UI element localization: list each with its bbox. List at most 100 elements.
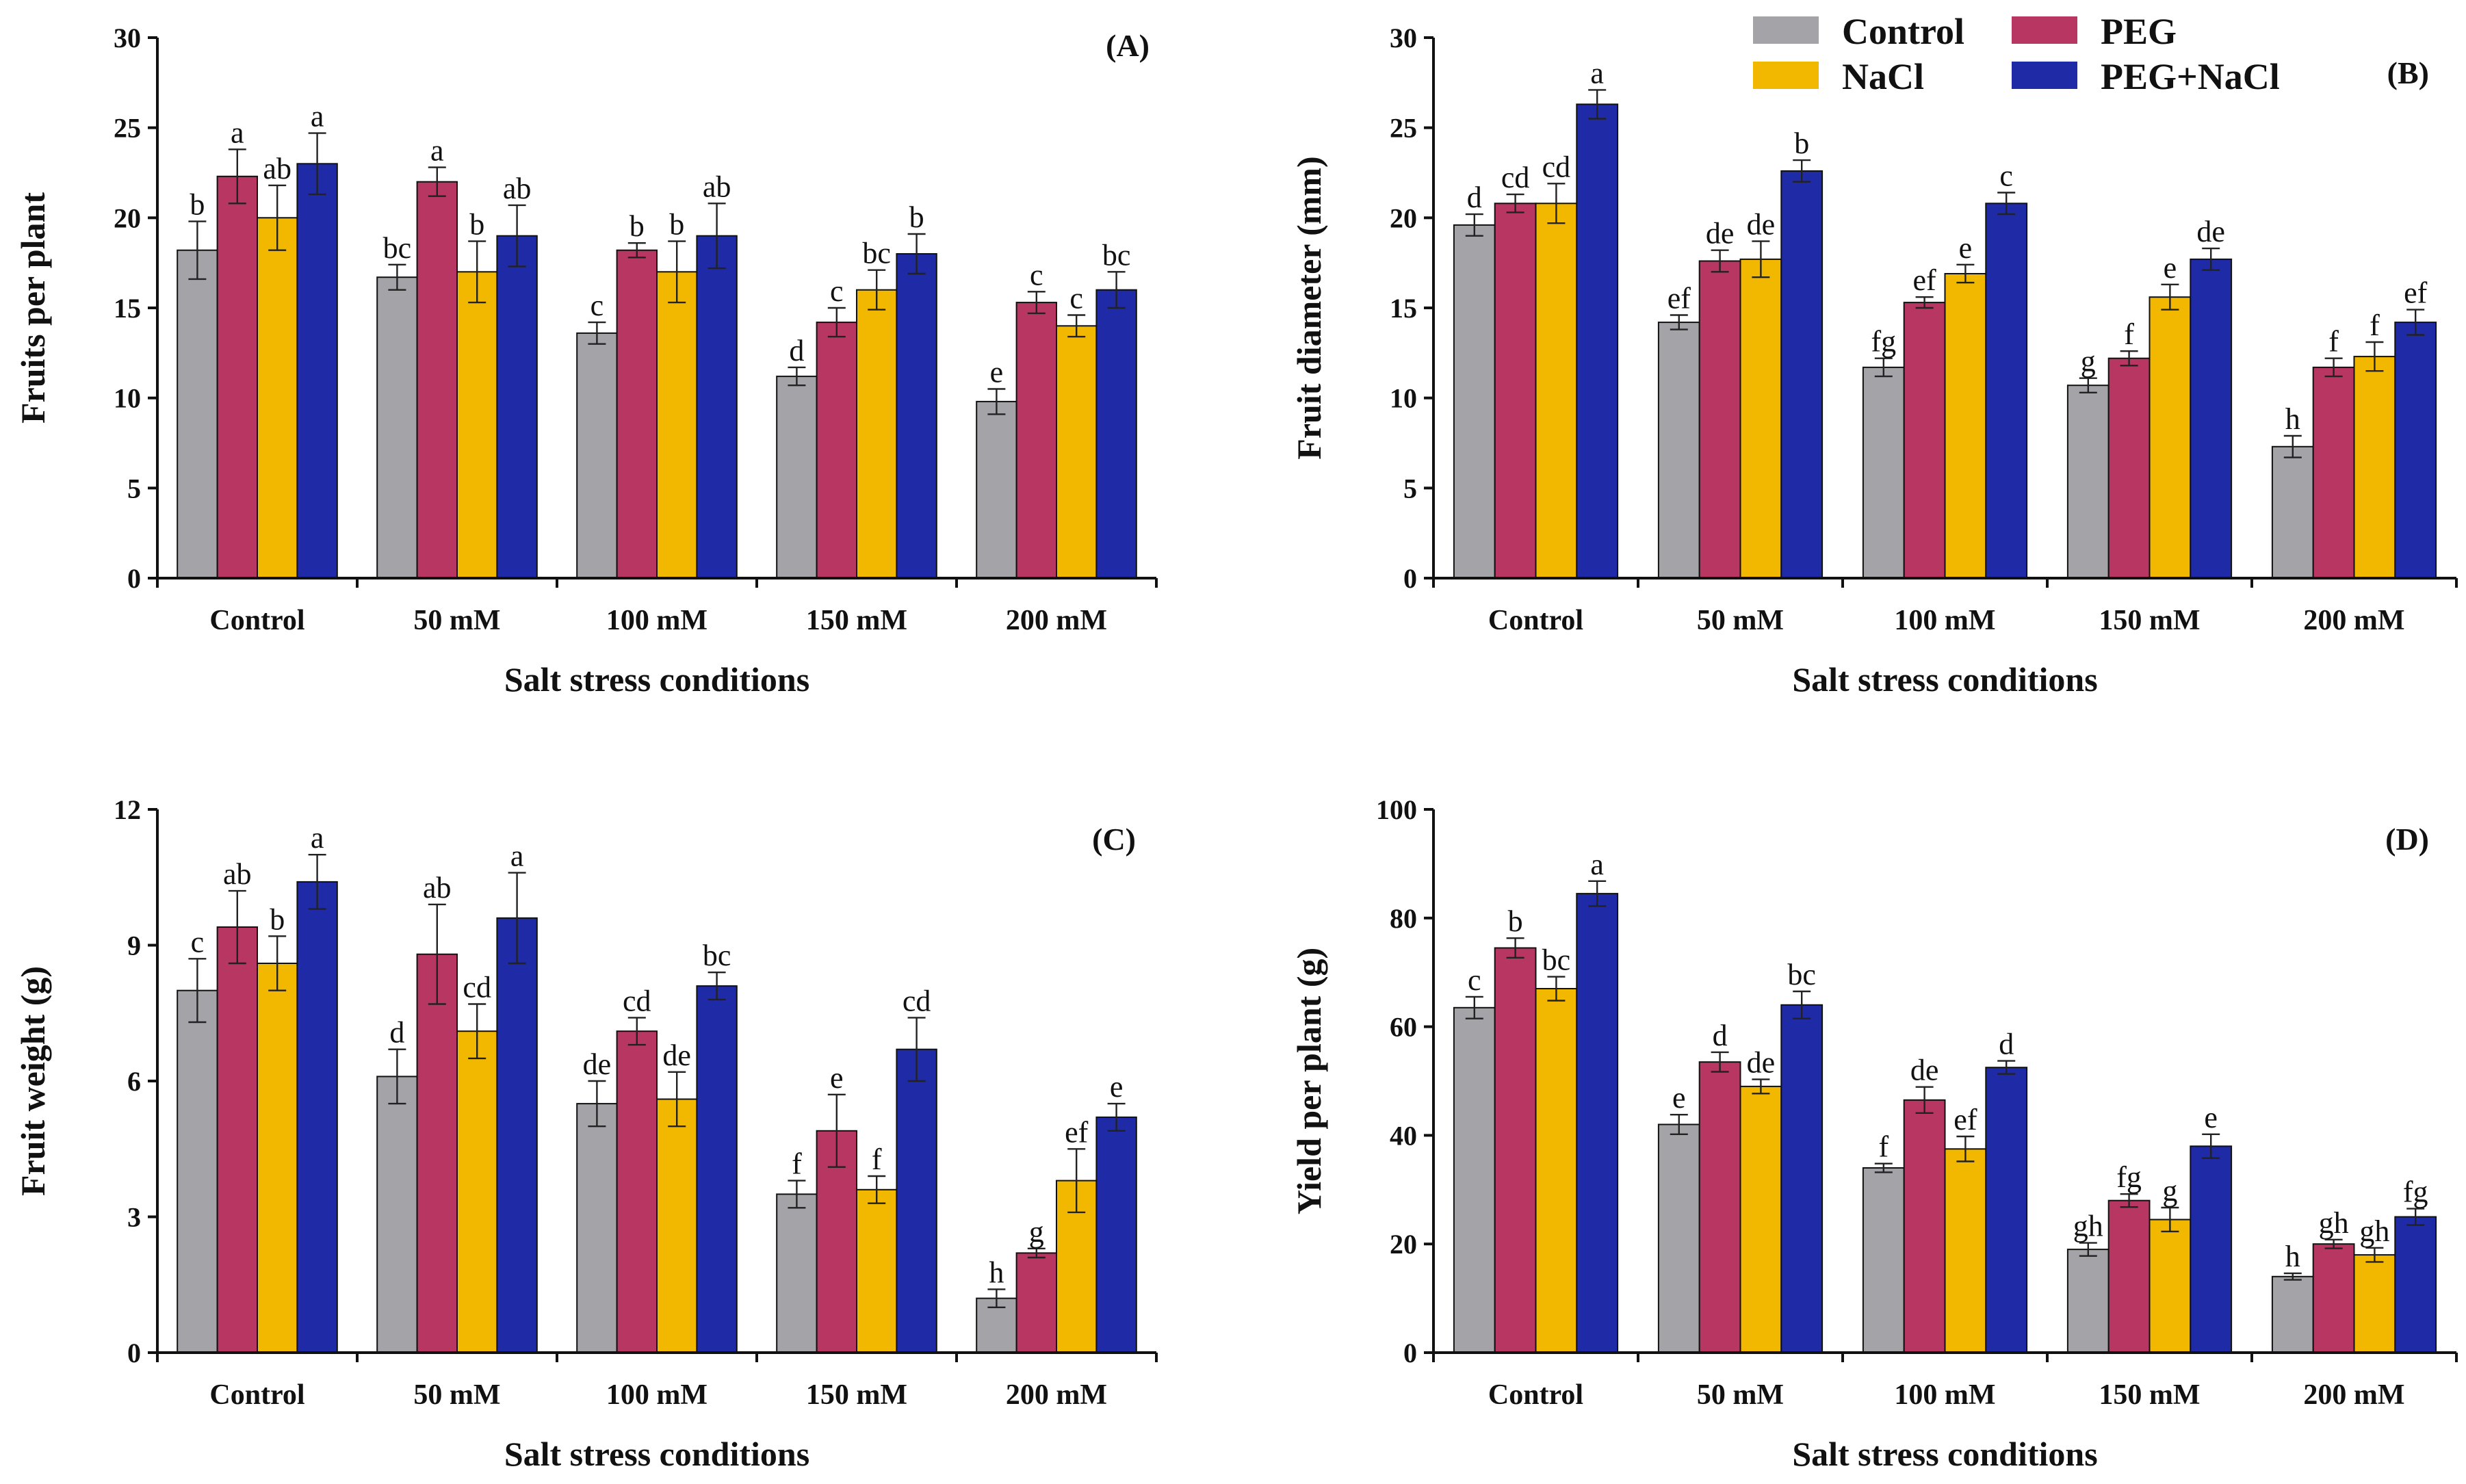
bar-a-nacl-100-mm	[656, 271, 698, 579]
error-bar-a-control-200-mm	[987, 388, 1006, 415]
bar-b-nacl-50-mm	[1739, 258, 1782, 579]
y-tick-label-a-30: 30	[114, 23, 141, 53]
error-bar-b-peg-control	[1506, 193, 1524, 213]
significance-letter-d-peg-50-mm: d	[1713, 1019, 1728, 1052]
x-tick-label-a-50-mm: 50 mM	[413, 605, 500, 636]
significance-letter-d-peg-100-mm: de	[1910, 1054, 1939, 1087]
x-tick-label-c-control: Control	[209, 1379, 304, 1411]
bar-c-peg-nacl-control	[296, 881, 338, 1353]
error-bar-d-peg-100-mm	[1915, 1086, 1934, 1115]
error-bar-a-control-control	[188, 220, 207, 281]
y-tick-label-a-5: 5	[127, 473, 141, 504]
error-bar-d-peg-nacl-200-mm	[2406, 1208, 2425, 1226]
legend-label-nacl: NaCl	[1842, 56, 1924, 97]
error-bar-a-peg-nacl-200-mm	[1107, 271, 1126, 309]
error-bar-c-peg-nacl-200-mm	[1107, 1102, 1126, 1132]
y-tick-label-b-30: 30	[1390, 23, 1417, 53]
significance-letter-d-nacl-control: bc	[1542, 943, 1571, 977]
error-bar-d-peg-control	[1506, 937, 1524, 959]
significance-letter-b-peg-150-mm: f	[2124, 317, 2134, 351]
y-tick-label-a-10: 10	[114, 383, 141, 414]
error-bar-c-control-100-mm	[588, 1080, 606, 1128]
y-tick-label-a-15: 15	[114, 293, 141, 324]
error-bar-b-nacl-100-mm	[1956, 263, 1975, 284]
bar-d-peg-control	[1494, 947, 1537, 1353]
error-bar-d-nacl-200-mm	[2365, 1247, 2384, 1263]
bar-d-peg-100-mm	[1903, 1099, 1946, 1354]
significance-letter-a-peg-control: a	[231, 116, 244, 149]
bar-b-peg-100-mm	[1903, 302, 1946, 579]
legend-label-control: Control	[1842, 11, 1964, 52]
bar-d-nacl-control	[1535, 988, 1578, 1353]
significance-letter-d-peg-nacl-150-mm: e	[2204, 1101, 2218, 1134]
bar-d-peg-nacl-200-mm	[2394, 1216, 2437, 1353]
significance-letter-a-nacl-150-mm: bc	[862, 237, 891, 270]
y-tick-label-b-5: 5	[1403, 473, 1417, 504]
bar-b-peg-nacl-200-mm	[2394, 322, 2437, 579]
bar-b-control-control	[1453, 224, 1496, 579]
bar-b-peg-nacl-100-mm	[1985, 203, 2028, 579]
error-bar-b-peg-200-mm	[2324, 357, 2343, 378]
bar-c-control-100-mm	[576, 1103, 618, 1353]
significance-letter-d-peg-nacl-control: a	[1590, 848, 1604, 881]
y-tick-label-d-100: 100	[1376, 794, 1417, 825]
error-bar-b-peg-nacl-control	[1588, 89, 1607, 120]
significance-letter-c-control-100-mm: de	[583, 1047, 612, 1081]
error-bar-b-peg-100-mm	[1915, 296, 1934, 309]
error-bar-d-peg-50-mm	[1711, 1051, 1729, 1073]
bar-c-peg-control	[216, 926, 259, 1353]
error-bar-c-peg-100-mm	[627, 1017, 646, 1046]
x-axis-title-d: Salt stress conditions	[1792, 1435, 2097, 1473]
bar-c-nacl-100-mm	[656, 1098, 698, 1353]
x-tick-label-a-100-mm: 100 mM	[606, 605, 708, 636]
x-tick-label-b-200-mm: 200 mM	[2303, 605, 2404, 636]
bar-a-control-50-mm	[376, 276, 418, 579]
significance-letter-a-nacl-50-mm: b	[469, 208, 484, 242]
x-tick-label-c-150-mm: 150 mM	[806, 1379, 907, 1411]
significance-letter-a-peg-nacl-100-mm: ab	[703, 170, 731, 203]
bar-c-control-150-mm	[776, 1193, 818, 1354]
y-tick-label-b-15: 15	[1390, 293, 1417, 324]
bar-d-peg-nacl-100-mm	[1985, 1067, 2028, 1353]
bar-d-nacl-150-mm	[2149, 1219, 2192, 1353]
y-axis-title-a: Fruits per plant	[14, 192, 52, 424]
y-tick-label-c-6: 6	[127, 1066, 141, 1097]
error-bar-c-peg-nacl-control	[308, 853, 326, 910]
bar-d-peg-nacl-50-mm	[1780, 1004, 1823, 1354]
bar-d-control-100-mm	[1862, 1167, 1905, 1353]
bar-b-control-200-mm	[2271, 445, 2314, 579]
significance-letter-d-peg-nacl-50-mm: bc	[1787, 958, 1816, 991]
significance-letter-b-control-50-mm: ef	[1667, 282, 1691, 315]
error-bar-d-control-control	[1465, 995, 1483, 1019]
bar-b-control-150-mm	[2066, 385, 2110, 579]
x-tick-label-d-100-mm: 100 mM	[1894, 1379, 1995, 1411]
y-tick-label-d-80: 80	[1390, 903, 1417, 934]
significance-letter-c-peg-50-mm: ab	[423, 871, 452, 904]
x-tick-label-d-control: Control	[1488, 1379, 1583, 1411]
x-axis-title-b: Salt stress conditions	[1792, 660, 2097, 699]
y-tick-label-d-0: 0	[1403, 1338, 1417, 1368]
error-bar-a-control-100-mm	[588, 321, 606, 345]
y-tick-label-b-10: 10	[1390, 383, 1417, 414]
bar-c-peg-100-mm	[616, 1030, 658, 1353]
significance-letter-a-control-50-mm: bc	[383, 231, 412, 265]
error-bar-d-peg-nacl-150-mm	[2202, 1133, 2220, 1159]
error-bar-b-peg-nacl-200-mm	[2406, 309, 2425, 336]
significance-letter-c-peg-nacl-200-mm: e	[1110, 1070, 1124, 1104]
significance-letter-d-control-50-mm: e	[1672, 1081, 1686, 1115]
bar-b-peg-200-mm	[2312, 366, 2355, 580]
significance-letter-b-peg-nacl-150-mm: de	[2196, 215, 2225, 248]
error-bar-a-peg-nacl-control	[308, 132, 326, 196]
x-tick-label-d-50-mm: 50 mM	[1697, 1379, 1784, 1411]
y-axis-title-b: Fruit diameter (mm)	[1290, 156, 1328, 459]
significance-letter-c-peg-nacl-100-mm: bc	[703, 939, 731, 972]
panel-d: cefghhbddefgghbcdeefgghabcdefg0204060801…	[1290, 794, 2458, 1473]
error-bar-c-control-50-mm	[388, 1048, 406, 1105]
significance-letter-b-peg-nacl-100-mm: c	[1999, 159, 2013, 193]
significance-letter-b-nacl-150-mm: e	[2164, 251, 2177, 285]
bar-b-peg-50-mm	[1698, 260, 1741, 579]
x-axis-title-a: Salt stress conditions	[504, 660, 809, 699]
